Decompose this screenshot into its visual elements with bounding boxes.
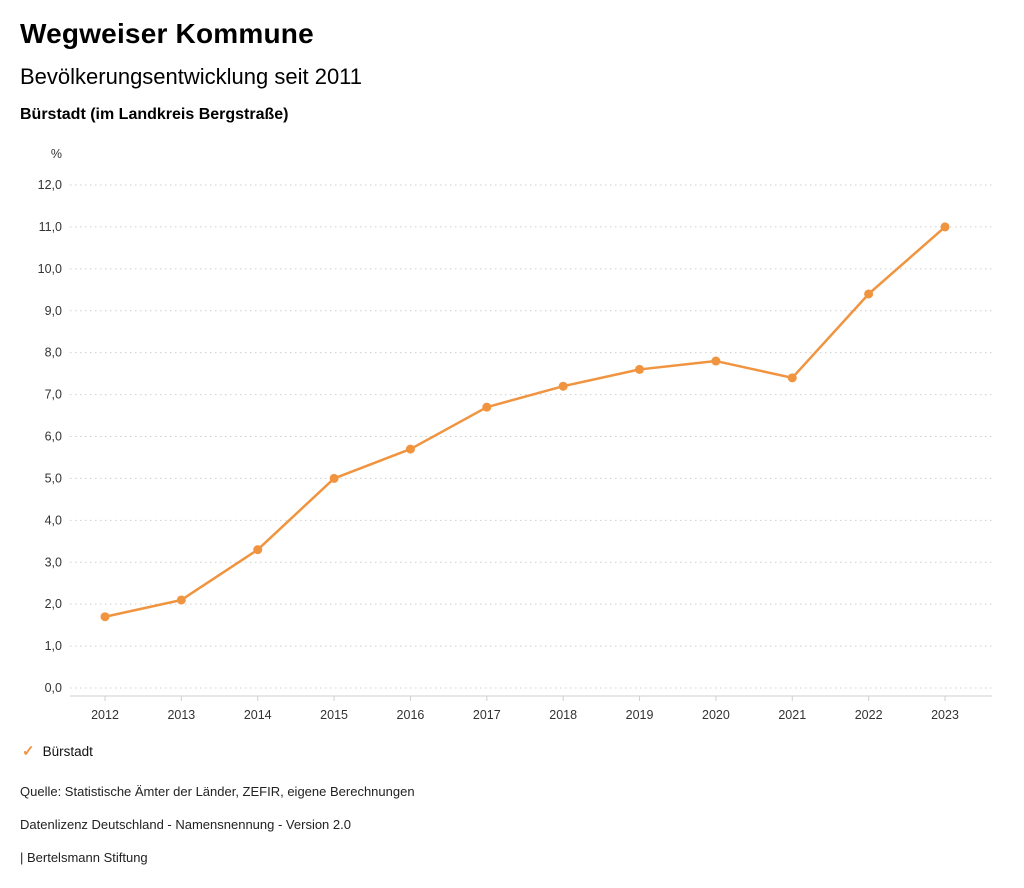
source-note: Quelle: Statistische Ämter der Länder, Z… (20, 784, 415, 799)
svg-text:5,0: 5,0 (45, 471, 62, 485)
svg-text:2015: 2015 (320, 708, 348, 722)
svg-text:7,0: 7,0 (45, 388, 62, 402)
svg-text:10,0: 10,0 (38, 262, 62, 276)
svg-text:6,0: 6,0 (45, 430, 62, 444)
svg-text:2023: 2023 (931, 708, 959, 722)
footer: Quelle: Statistische Ämter der Länder, Z… (20, 784, 1000, 883)
svg-text:2020: 2020 (702, 708, 730, 722)
svg-text:3,0: 3,0 (45, 555, 62, 569)
svg-text:4,0: 4,0 (45, 513, 62, 527)
check-icon: ✓ (22, 743, 35, 760)
svg-text:2021: 2021 (778, 708, 806, 722)
svg-text:2022: 2022 (855, 708, 883, 722)
line-chart-svg: 0,0 1,0 2,0 3,0 4,0 5,0 6,0 7,0 8,0 9,0 10,0 11,0 12… (38, 147, 992, 722)
license-note: Datenlizenz Deutschland - Namensnennung … (20, 817, 351, 832)
svg-text:%: % (51, 147, 62, 161)
header: Wegweiser Kommune Bevölkerungsentwicklun… (0, 0, 1024, 124)
legend-item-buerstadt[interactable]: ✓ Bürstadt (22, 744, 93, 759)
svg-text:1,0: 1,0 (45, 639, 62, 653)
svg-text:0,0: 0,0 (45, 681, 62, 695)
svg-text:2018: 2018 (549, 708, 577, 722)
svg-text:11,0: 11,0 (39, 220, 62, 234)
legend-label: Bürstadt (42, 744, 93, 759)
page-title: Wegweiser Kommune (20, 18, 314, 49)
svg-text:2014: 2014 (244, 708, 272, 722)
legend: ✓ Bürstadt (22, 744, 93, 759)
svg-text:2017: 2017 (473, 708, 501, 722)
svg-text:2012: 2012 (91, 708, 119, 722)
attribution-note: | Bertelsmann Stiftung (20, 850, 148, 865)
chart-area: 0,0 1,0 2,0 3,0 4,0 5,0 6,0 7,0 8,0 9,0 10,0 11,0 12… (0, 140, 1024, 740)
chart-subtitle: Bürstadt (im Landkreis Bergstraße) (20, 106, 289, 123)
svg-text:2019: 2019 (626, 708, 654, 722)
svg-text:2,0: 2,0 (45, 597, 62, 611)
svg-text:2016: 2016 (397, 708, 425, 722)
svg-text:8,0: 8,0 (45, 346, 62, 360)
chart-title: Bevölkerungsentwicklung seit 2011 (20, 64, 363, 89)
svg-text:2013: 2013 (167, 708, 195, 722)
svg-text:9,0: 9,0 (45, 304, 62, 318)
svg-text:12,0: 12,0 (38, 178, 62, 192)
